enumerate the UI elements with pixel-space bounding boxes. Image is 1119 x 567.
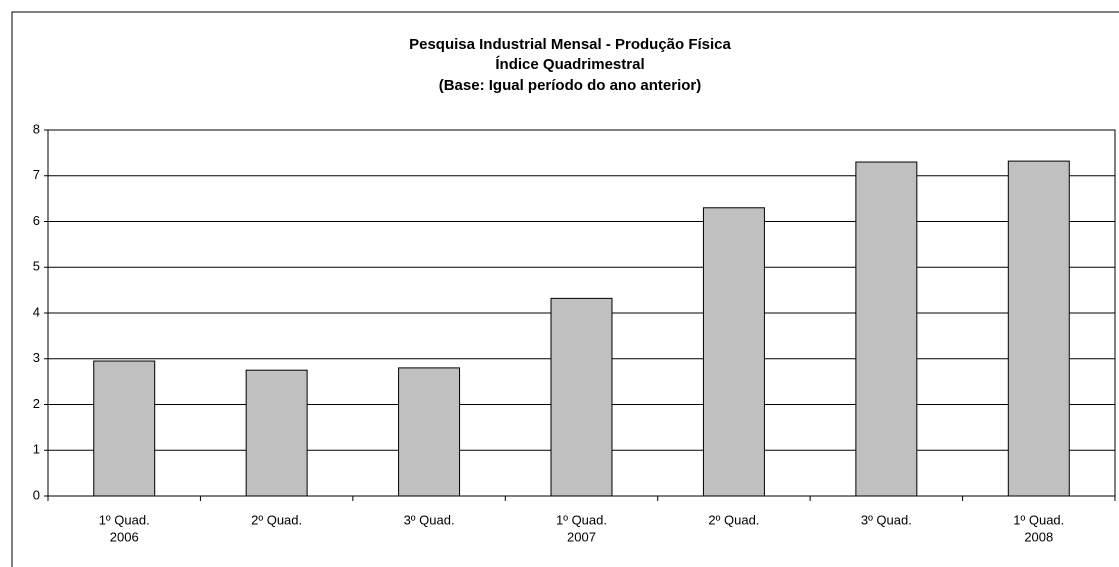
y-tick-label: 4 — [33, 304, 40, 319]
bar — [702, 207, 765, 497]
x-tick-label: 2º Quad. — [251, 512, 302, 527]
bar — [550, 297, 613, 497]
x-tick-label: 3º Quad. — [404, 512, 455, 527]
x-tick-label: 2º Quad. — [708, 512, 759, 527]
bar — [398, 367, 461, 497]
y-tick-label: 3 — [33, 350, 40, 365]
chart-title: Pesquisa Industrial Mensal - Produção Fí… — [409, 36, 731, 53]
x-tick-label: 1º Quad. — [99, 512, 150, 527]
y-tick-label: 8 — [33, 121, 40, 136]
x-tick-label: 1º Quad. — [1013, 512, 1064, 527]
bar — [245, 369, 308, 497]
bar — [93, 360, 156, 497]
x-tick-label: 2006 — [110, 529, 139, 544]
x-tick-label: 1º Quad. — [556, 512, 607, 527]
bar — [1007, 160, 1070, 497]
chart-subtitle: (Base: Igual período do ano anterior) — [439, 77, 702, 94]
x-tick-label: 2007 — [567, 529, 596, 544]
y-tick-label: 2 — [33, 396, 40, 411]
x-tick-label: 3º Quad. — [861, 512, 912, 527]
y-tick-label: 0 — [33, 487, 40, 502]
y-tick-label: 6 — [33, 213, 40, 228]
chart-subtitle: Índice Quadrimestral — [495, 56, 644, 73]
x-tick-label: 2008 — [1024, 529, 1053, 544]
bar — [855, 161, 918, 497]
y-tick-label: 7 — [33, 167, 40, 182]
y-tick-label: 1 — [33, 442, 40, 457]
y-tick-label: 5 — [33, 259, 40, 274]
